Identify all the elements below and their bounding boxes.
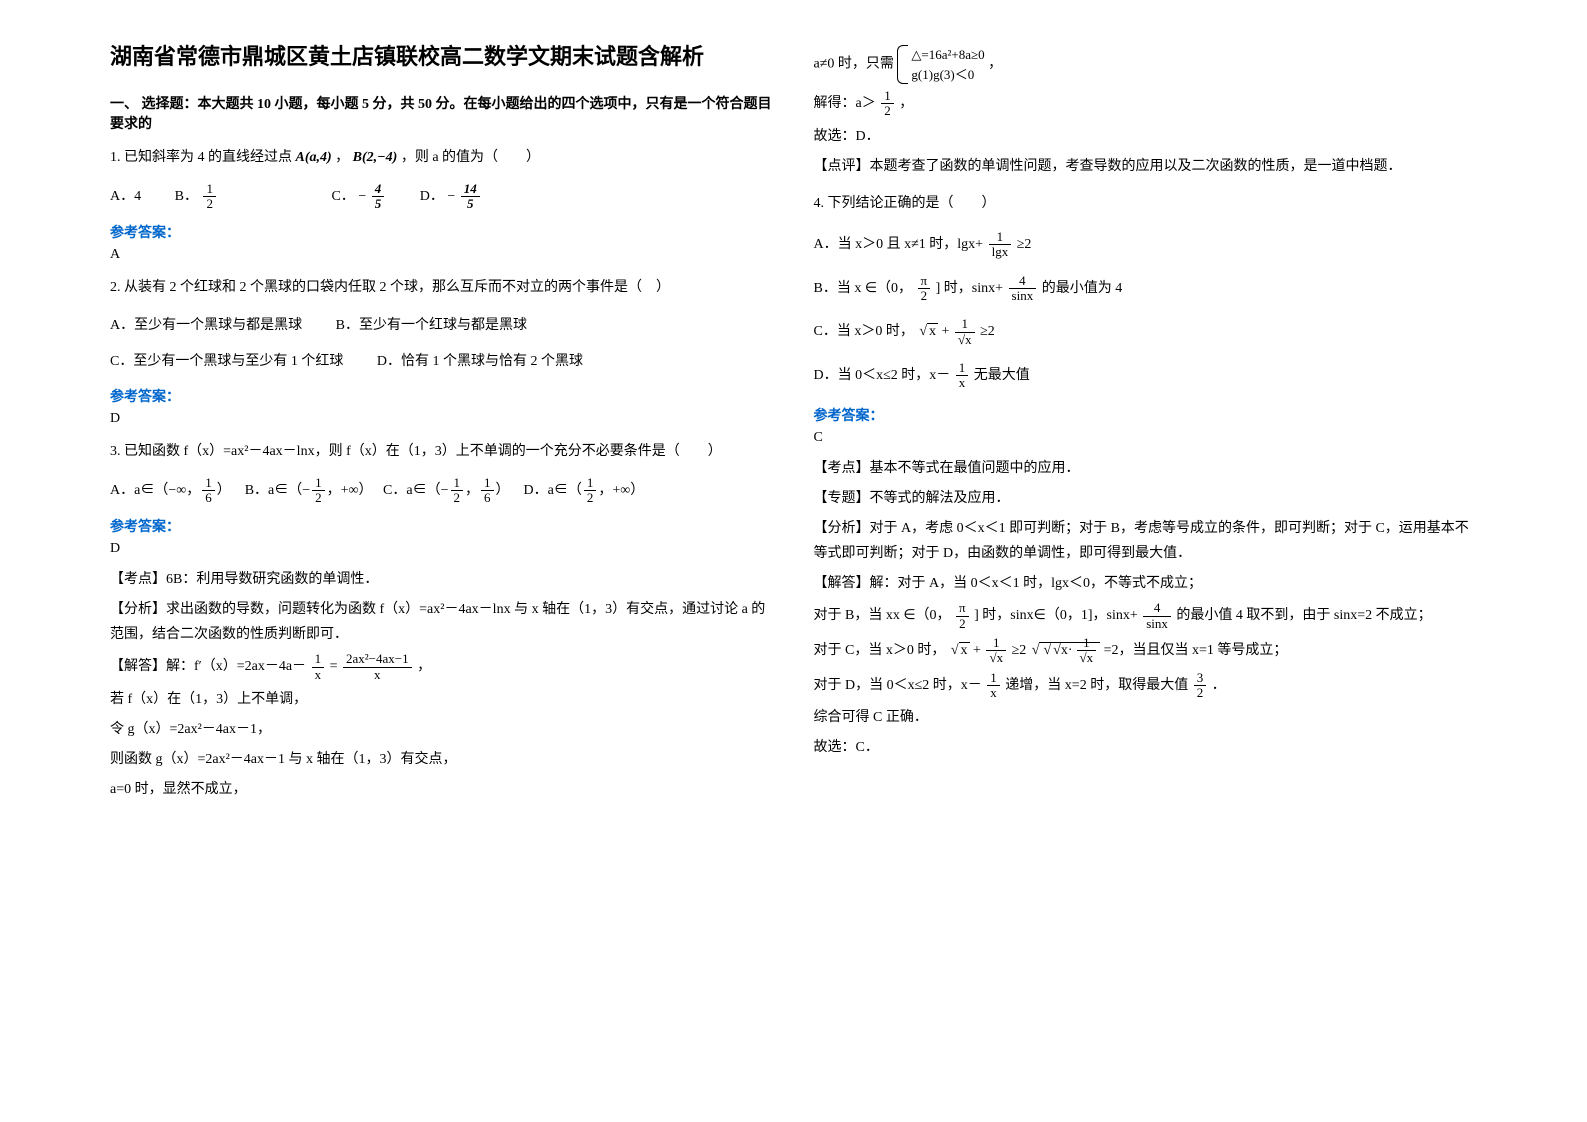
- q3-jieda: 【解答】解：f′（x）=2ax－4a－ 1x = 2ax²−4ax−1x ，: [110, 652, 774, 682]
- q3-opt-c: C．a∈（−12，16）: [383, 483, 513, 498]
- q4-opt-d: D．当 0＜x≤2 时，x－ 1x 无最大值: [814, 361, 1478, 391]
- q3-answer: D: [110, 541, 774, 557]
- q4-final: 故选：C．: [814, 735, 1478, 760]
- q3-line4: 则函数 g（x）=2ax²－4ax－1 与 x 轴在（1，3）有交点，: [110, 747, 774, 772]
- q1-opt-d: D． − 145: [420, 182, 482, 212]
- q4-opt-b: B．当 x ∈（0， π2 ] 时，sinx+ 4sinx 的最小值为 4: [814, 274, 1478, 304]
- q2-opt-d: D．恰有 1 个黑球与恰有 2 个黑球: [377, 348, 583, 376]
- q1-point-a: A(a,4): [296, 150, 332, 165]
- q1-opt-b: B． 12: [175, 182, 218, 212]
- q4-opt-c: C．当 x＞0 时， x + 1√x ≥2: [814, 317, 1478, 347]
- q2-opt-c: C．至少有一个黑球与至少有 1 个红球: [110, 348, 343, 376]
- q1-answer: A: [110, 247, 774, 263]
- q1-text-post: ，则 a 的值为（ ）: [401, 150, 540, 165]
- col2-line2: 解得：a＞ 12 ，: [814, 89, 1478, 119]
- q3-line5: a=0 时，显然不成立，: [110, 777, 774, 802]
- question-4: 4. 下列结论正确的是（ ）: [814, 191, 1478, 216]
- q3-opt-a: A．a∈（−∞，16）: [110, 483, 234, 498]
- q4-opt-a: A．当 x＞0 且 x≠1 时，lgx+ 1lgx ≥2: [814, 230, 1478, 260]
- q2-answer: D: [110, 411, 774, 427]
- q4-answer-label: 参考答案：: [814, 405, 1478, 425]
- q4-kaodian: 【考点】基本不等式在最值问题中的应用．: [814, 456, 1478, 481]
- q1-point-b: B(2,−4): [353, 150, 398, 165]
- q4-jieda-a: 【解答】解：对于 A，当 0＜x＜1 时，lgx＜0，不等式不成立；: [814, 571, 1478, 596]
- q3-opt-d: D．a∈（12，+∞）: [524, 483, 645, 498]
- q2-options-row2: C．至少有一个黑球与至少有 1 个红球 D．恰有 1 个黑球与恰有 2 个黑球: [110, 348, 774, 376]
- q1-opt-c: C． − 45: [331, 182, 386, 212]
- q1-answer-label: 参考答案：: [110, 222, 774, 242]
- q2-opt-b: B．至少有一个红球与都是黑球: [336, 312, 527, 340]
- q2-options-row1: A．至少有一个黑球与都是黑球 B．至少有一个红球与都是黑球: [110, 312, 774, 340]
- col2-dianping: 【点评】本题考查了函数的单调性问题，考查导数的应用以及二次函数的性质，是一道中档…: [814, 154, 1478, 179]
- q1-options: A．4 B． 12 C． − 45 D． − 145: [110, 182, 774, 212]
- q2-answer-label: 参考答案：: [110, 386, 774, 406]
- q3-answer-label: 参考答案：: [110, 516, 774, 536]
- question-1: 1. 已知斜率为 4 的直线经过点 A(a,4) ， B(2,−4) ，则 a …: [110, 145, 774, 170]
- q4-jieda-d: 对于 D，当 0＜x≤2 时，x－ 1x 递增，当 x=2 时，取得最大值 32…: [814, 671, 1478, 701]
- section-header: 一、 选择题：本大题共 10 小题，每小题 5 分，共 50 分。在每小题给出的…: [110, 93, 774, 133]
- document-title: 湖南省常德市鼎城区黄土店镇联校高二数学文期末试题含解析: [110, 40, 774, 73]
- q1-text-pre: 1. 已知斜率为 4 的直线经过点: [110, 150, 296, 165]
- left-column: 湖南省常德市鼎城区黄土店镇联校高二数学文期末试题含解析 一、 选择题：本大题共 …: [90, 40, 794, 1082]
- q3-options: A．a∈（−∞，16） B．a∈（−12，+∞） C．a∈（−12，16） D．…: [110, 476, 774, 506]
- q2-opt-a: A．至少有一个黑球与都是黑球: [110, 312, 302, 340]
- q3-kaodian: 【考点】6B：利用导数研究函数的单调性．: [110, 567, 774, 592]
- q1-comma: ，: [335, 150, 349, 165]
- q4-jieda-b: 对于 B，当 xx ∈（0， π2 ] 时，sinx∈（0，1]，sinx+ 4…: [814, 601, 1478, 631]
- q4-jieda-c: 对于 C，当 x＞0 时， x + 1√x ≥2 √x·1√x =2，当且仅当 …: [814, 636, 1478, 666]
- q1-opt-a: A．4: [110, 183, 141, 211]
- q4-fenxi: 【分析】对于 A，考虑 0＜x＜1 即可判断；对于 B，考虑等号成立的条件，即可…: [814, 516, 1478, 566]
- col2-line1: a≠0 时，只需 △=16a²+8a≥0 g(1)g(3)＜0 ，: [814, 45, 1478, 84]
- q3-opt-b: B．a∈（−12，+∞）: [245, 483, 376, 498]
- question-3: 3. 已知函数 f（x）=ax²－4ax－lnx，则 f（x）在（1，3）上不单…: [110, 439, 774, 464]
- col2-line3: 故选：D．: [814, 124, 1478, 149]
- q3-fenxi: 【分析】求出函数的导数，问题转化为函数 f（x）=ax²－4ax－lnx 与 x…: [110, 597, 774, 647]
- q3-line2: 若 f（x）在（1，3）上不单调，: [110, 687, 774, 712]
- right-column: a≠0 时，只需 △=16a²+8a≥0 g(1)g(3)＜0 ， 解得：a＞ …: [794, 40, 1498, 1082]
- q4-answer: C: [814, 430, 1478, 446]
- q4-summary: 综合可得 C 正确．: [814, 705, 1478, 730]
- question-2: 2. 从装有 2 个红球和 2 个黑球的口袋内任取 2 个球，那么互斥而不对立的…: [110, 275, 774, 300]
- brace-system: △=16a²+8a≥0 g(1)g(3)＜0: [897, 45, 984, 84]
- q3-line3: 令 g（x）=2ax²－4ax－1，: [110, 717, 774, 742]
- q4-zhuanti: 【专题】不等式的解法及应用．: [814, 486, 1478, 511]
